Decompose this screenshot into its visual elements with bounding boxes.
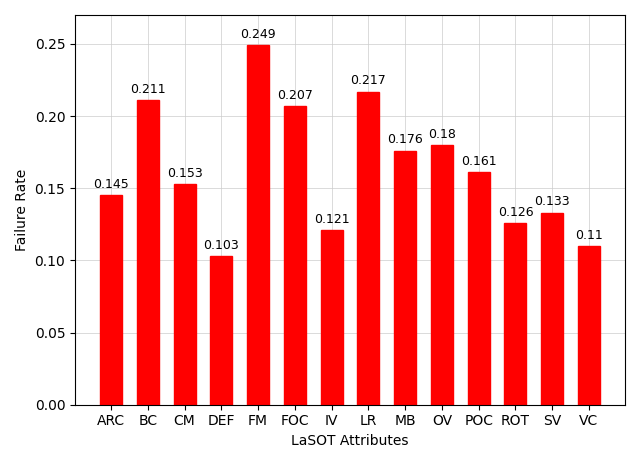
Bar xyxy=(504,223,527,405)
Text: 0.18: 0.18 xyxy=(428,128,456,141)
Text: 0.133: 0.133 xyxy=(534,195,570,208)
Text: 0.145: 0.145 xyxy=(93,178,129,191)
Bar xyxy=(137,100,159,405)
Bar xyxy=(541,213,563,405)
Text: 0.217: 0.217 xyxy=(351,74,387,87)
Bar xyxy=(247,45,269,405)
Bar xyxy=(578,246,600,405)
Bar xyxy=(173,184,196,405)
Bar xyxy=(211,256,232,405)
Text: 0.211: 0.211 xyxy=(130,83,166,96)
Bar xyxy=(431,145,453,405)
Text: 0.176: 0.176 xyxy=(387,133,423,146)
Bar xyxy=(100,195,122,405)
Bar xyxy=(468,172,490,405)
X-axis label: LaSOT Attributes: LaSOT Attributes xyxy=(291,434,409,448)
Bar xyxy=(394,150,416,405)
Bar xyxy=(284,106,306,405)
Text: 0.153: 0.153 xyxy=(166,167,202,180)
Text: 0.249: 0.249 xyxy=(240,28,276,41)
Text: 0.121: 0.121 xyxy=(314,213,349,226)
Bar xyxy=(321,230,342,405)
Text: 0.207: 0.207 xyxy=(277,88,313,101)
Text: 0.161: 0.161 xyxy=(461,155,497,168)
Y-axis label: Failure Rate: Failure Rate xyxy=(15,169,29,251)
Text: 0.126: 0.126 xyxy=(498,206,533,219)
Text: 0.103: 0.103 xyxy=(204,239,239,252)
Text: 0.11: 0.11 xyxy=(575,229,603,242)
Bar xyxy=(357,92,380,405)
